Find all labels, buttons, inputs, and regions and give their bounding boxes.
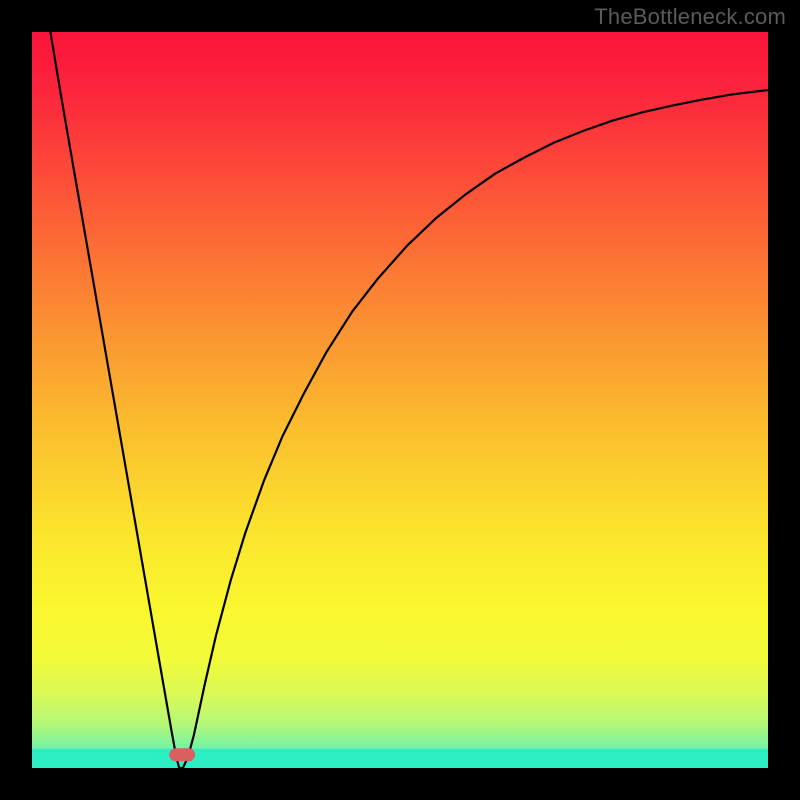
chart-background: [32, 32, 768, 768]
chart-svg: [32, 32, 768, 768]
chart-plot-area: [32, 32, 768, 768]
chart-min-marker: [169, 748, 195, 761]
watermark-text: TheBottleneck.com: [594, 4, 786, 30]
chart-green-band: [32, 749, 768, 768]
